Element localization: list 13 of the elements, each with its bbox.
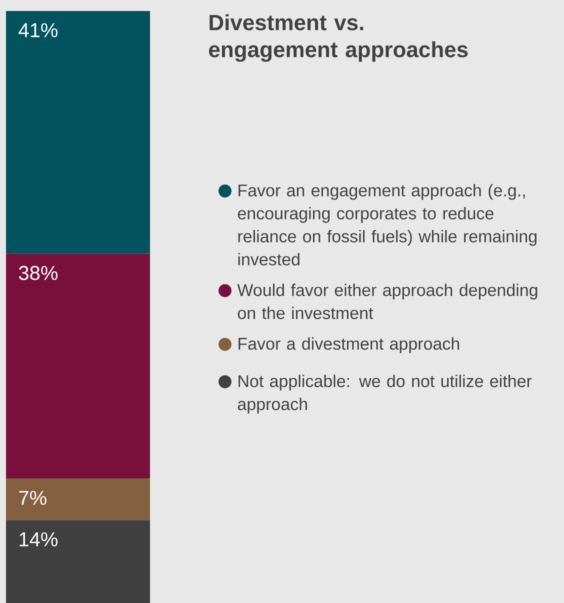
legend-label: Favor a divestment approach — [238, 337, 460, 354]
data-label: 7% — [19, 490, 46, 505]
data-label: 41% — [18, 23, 58, 38]
legend-label: Not applicable: we do not utilize either approach — [238, 374, 532, 414]
bar — [6, 10, 150, 254]
data-label: 38% — [18, 266, 58, 280]
legend-label: Favor an engagement approach (e.g., encouraging corporates to reduce reliance on fossil fuels) while remaining invested — [238, 184, 536, 266]
text: Divestment vs. engagement approaches — [209, 14, 468, 62]
bar — [6, 478, 150, 520]
bar — [6, 520, 150, 603]
bar — [6, 254, 150, 479]
data-label: 14% — [20, 532, 58, 546]
legend-label: Would favor either approach depending on the investment — [237, 284, 538, 320]
